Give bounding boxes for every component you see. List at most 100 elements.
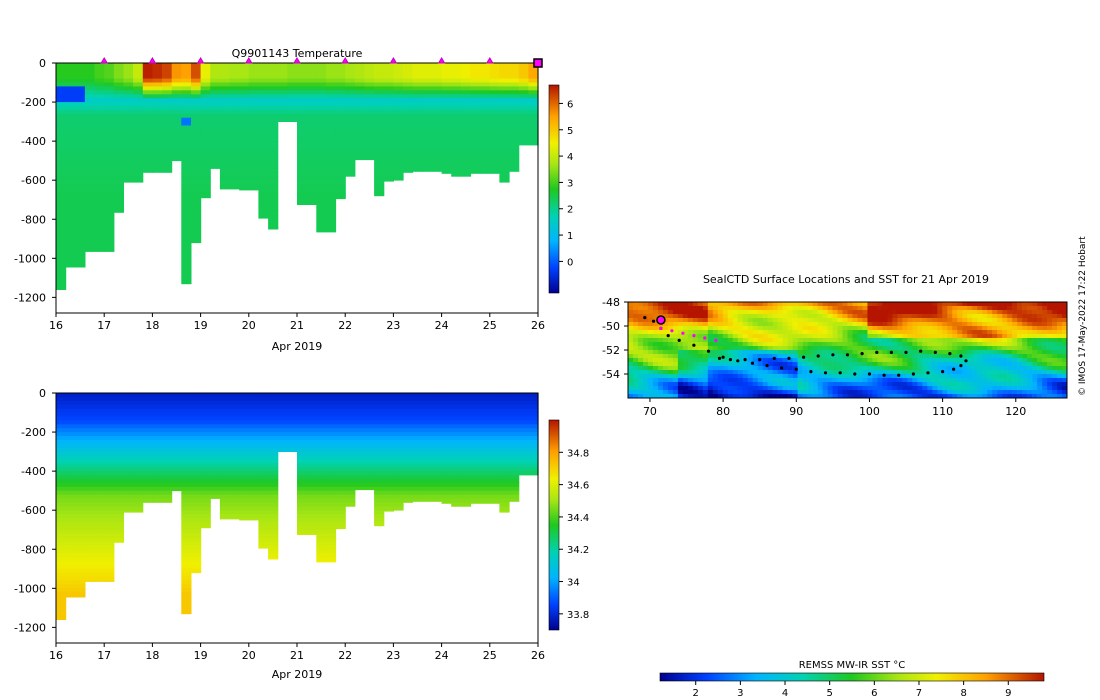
section-cell xyxy=(191,432,202,437)
sst-cell xyxy=(682,314,689,319)
section-cell xyxy=(133,393,144,398)
section-cell xyxy=(94,195,105,201)
sst-cell xyxy=(757,314,763,319)
sst-cell xyxy=(1002,302,1008,307)
section-cell xyxy=(345,424,356,429)
section-cell xyxy=(104,432,115,437)
section-cell xyxy=(374,148,385,154)
section-cell xyxy=(480,494,491,499)
section-cell xyxy=(345,467,356,472)
sst-cell xyxy=(992,306,998,311)
sst-cell xyxy=(1027,342,1033,347)
section-cell xyxy=(133,467,144,472)
section-cell xyxy=(297,86,308,91)
section-cell xyxy=(84,451,96,456)
sst-cell xyxy=(912,366,918,371)
section-cell xyxy=(258,203,269,208)
section-cell xyxy=(354,141,365,146)
section-cell xyxy=(181,258,192,263)
section-cell xyxy=(84,400,96,406)
section-cell xyxy=(480,400,491,406)
section-cell xyxy=(171,152,182,158)
section-cell xyxy=(133,404,144,409)
section-cell xyxy=(489,90,500,95)
section-cell xyxy=(56,525,67,531)
section-cell xyxy=(56,90,67,95)
sst-cell xyxy=(807,366,813,371)
section-cell xyxy=(210,467,221,472)
section-cell xyxy=(374,78,385,83)
section-cell xyxy=(306,529,317,534)
sst-cell xyxy=(1017,350,1023,355)
sst-cell xyxy=(932,366,938,371)
section-cell xyxy=(142,129,153,134)
section-cell xyxy=(325,533,337,538)
section-cell xyxy=(335,106,346,111)
sst-cell xyxy=(1007,318,1013,323)
section-cell xyxy=(268,199,279,204)
section-cell xyxy=(297,78,308,83)
section-cell xyxy=(509,168,520,172)
section-cell xyxy=(210,400,221,406)
sst-cell xyxy=(1037,354,1043,359)
sst-cell xyxy=(817,330,823,335)
section-cell xyxy=(191,420,202,425)
section-cell xyxy=(470,98,481,103)
section-cell xyxy=(460,164,472,169)
section-cell xyxy=(181,486,192,492)
section-cell xyxy=(277,408,288,413)
section-cell xyxy=(441,141,452,146)
sst-cell xyxy=(847,342,853,347)
section-cell xyxy=(94,160,105,165)
x-tick-label: 18 xyxy=(145,319,159,332)
section-cell xyxy=(219,498,231,503)
section-cell xyxy=(239,78,250,83)
sst-cell xyxy=(887,338,893,343)
sst-cell xyxy=(827,358,833,363)
section-cell xyxy=(422,424,433,429)
section-cell xyxy=(75,117,86,122)
section-cell xyxy=(297,475,308,480)
section-cell xyxy=(489,106,500,111)
section-cell xyxy=(277,98,288,103)
sst-cell xyxy=(762,326,768,331)
sst-cell xyxy=(1007,350,1013,355)
x-tick-label: 19 xyxy=(194,649,208,662)
section-cell xyxy=(422,494,433,499)
sst-cell xyxy=(762,322,768,327)
section-cell xyxy=(56,219,67,224)
section-cell xyxy=(152,471,163,476)
section-cell xyxy=(56,424,67,429)
section-cell xyxy=(171,459,182,464)
section-cell xyxy=(470,486,481,492)
sst-cell xyxy=(827,326,833,331)
section-cell xyxy=(191,561,202,566)
section-cell xyxy=(480,396,491,402)
sst-cell xyxy=(982,322,988,327)
section-cell xyxy=(393,63,404,68)
sst-cell xyxy=(687,302,694,307)
section-cell xyxy=(56,78,67,83)
section-cell xyxy=(306,164,317,169)
sst-cell xyxy=(628,338,634,343)
sst-cell xyxy=(792,342,798,347)
sst-cell xyxy=(628,306,634,311)
sst-cell xyxy=(747,302,754,307)
section-cell xyxy=(489,455,500,460)
sst-cell xyxy=(1042,346,1048,351)
section-cell xyxy=(412,70,423,76)
section-cell xyxy=(451,396,462,402)
section-cell xyxy=(470,451,481,456)
sst-cell xyxy=(737,306,744,311)
section-cell xyxy=(239,94,250,99)
section-cell xyxy=(316,404,327,409)
section-cell xyxy=(297,176,308,181)
section-cell xyxy=(56,160,67,165)
section-cell xyxy=(470,113,481,119)
section-cell xyxy=(422,82,433,87)
sst-cell xyxy=(847,326,853,331)
section-cell xyxy=(441,125,452,130)
section-cell xyxy=(345,436,356,441)
sst-cell xyxy=(997,334,1003,339)
section-cell xyxy=(123,459,134,464)
